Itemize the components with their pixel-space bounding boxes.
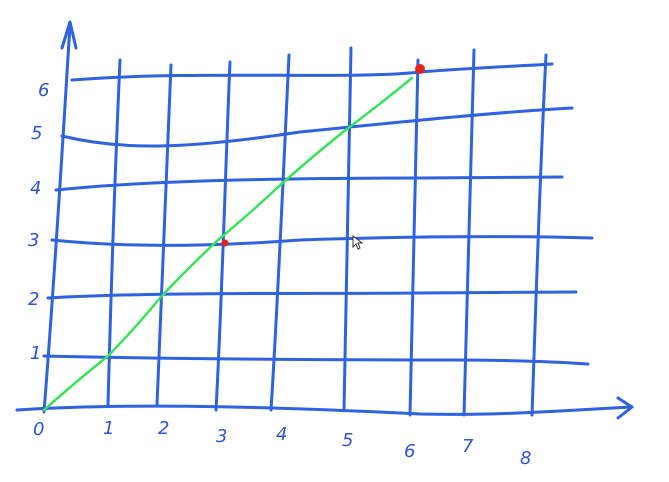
grid-line-x-4 [269, 53, 291, 412]
grid-line-y-1 [42, 354, 590, 366]
x-axis [15, 404, 634, 416]
vertical-grid-lines [106, 46, 548, 417]
series-line [42, 76, 414, 412]
x-tick-label: 8 [520, 448, 531, 469]
x-tick-label: 2 [158, 418, 169, 439]
y-tick-label: 2 [28, 289, 39, 310]
x-axis-arrowhead [616, 396, 634, 420]
y-tick-label: 5 [31, 123, 42, 144]
highlighted-point [221, 239, 229, 247]
y-tick-label: 4 [30, 178, 41, 199]
x-tick-labels: 0 1 2 3 4 5 6 7 8 [33, 418, 531, 469]
y-tick-label: 6 [38, 80, 49, 101]
grid-line-x-6 [408, 58, 420, 417]
x-tick-label: 3 [216, 426, 227, 447]
y-tick-label: 3 [28, 230, 39, 251]
horizontal-grid-lines [42, 62, 594, 366]
x-tick-label: 7 [462, 436, 474, 457]
x-tick-label: 0 [33, 419, 44, 440]
grid-line-y-5 [60, 106, 574, 148]
grid-line-x-1 [106, 58, 122, 407]
grid-line-y-6 [70, 62, 554, 82]
highlighted-point [415, 64, 425, 74]
grid-line-x-5 [342, 46, 353, 412]
y-axis [42, 23, 72, 414]
y-tick-label: 1 [30, 343, 41, 364]
axes [15, 20, 634, 420]
series-layer [42, 76, 414, 412]
x-tick-label: 5 [342, 430, 353, 451]
grid-line-x-8 [530, 53, 548, 417]
x-tick-label: 6 [404, 441, 415, 462]
grid-line-y-4 [54, 175, 564, 192]
grid-line-x-2 [155, 63, 173, 407]
x-tick-label: 1 [103, 418, 114, 439]
x-tick-label: 4 [276, 424, 287, 445]
highlighted-points [221, 64, 425, 247]
grid-line-y-2 [46, 290, 578, 300]
y-axis-arrowhead [60, 20, 78, 50]
mouse-cursor-icon [352, 234, 364, 250]
y-tick-labels: 1 2 3 4 5 6 [28, 80, 49, 364]
grid-line-x-3 [214, 60, 232, 412]
grid-line-y-3 [50, 235, 594, 247]
